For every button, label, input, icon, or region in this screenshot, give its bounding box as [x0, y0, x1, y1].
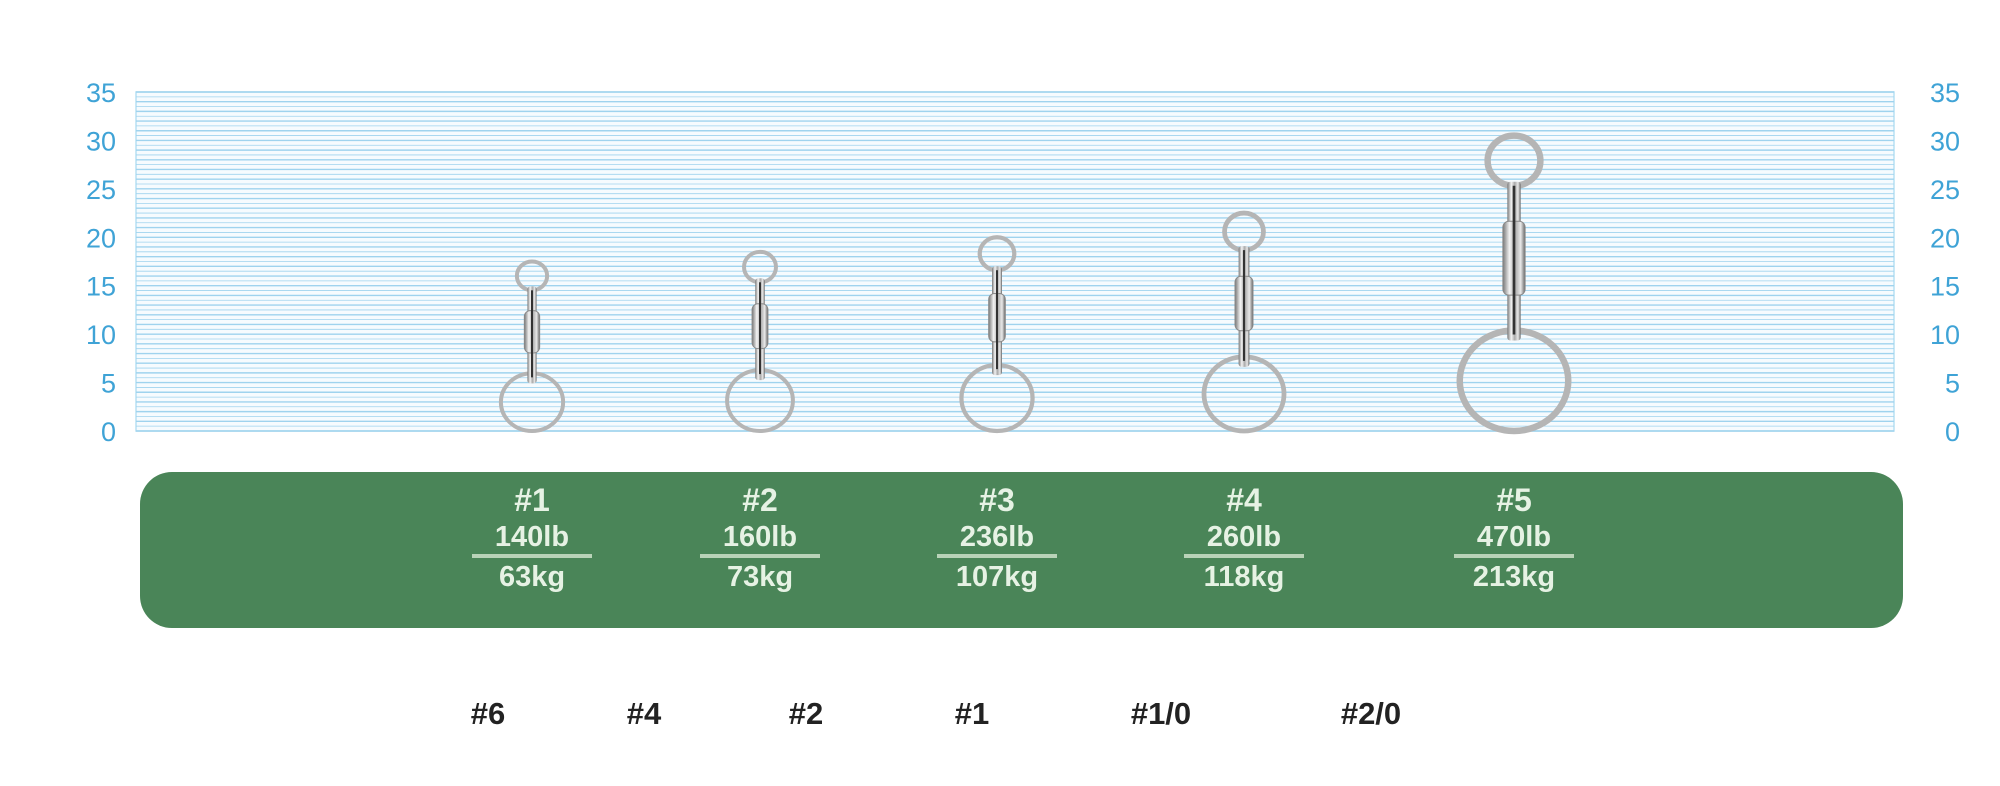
swivel-1 [498, 259, 566, 433]
hook-size-label: #2/0 [1340, 696, 1402, 731]
y-tick-right: 35 [1930, 78, 1960, 108]
y-tick-right: 15 [1930, 272, 1960, 302]
size-label: #3 [979, 482, 1015, 518]
strength-label-4: #4 260lb 118kg [1164, 480, 1324, 596]
pound-rating: 236lb [937, 520, 1057, 558]
y-tick-right: 25 [1930, 175, 1960, 205]
y-tick-right: 5 [1945, 369, 1960, 399]
swivel-2 [725, 249, 795, 433]
pound-rating: 160lb [700, 520, 820, 558]
size-label: #4 [1226, 482, 1262, 518]
pound-rating: 470lb [1454, 520, 1574, 558]
y-tick-left: 10 [86, 320, 116, 350]
kilogram-rating: 63kg [498, 561, 566, 593]
strength-label-2: #2 160lb 73kg [680, 480, 840, 596]
strength-label-5: #5 470lb 213kg [1434, 480, 1594, 596]
swivel-4 [1201, 210, 1287, 434]
hook-size-label: #1/0 [1130, 696, 1192, 731]
kilogram-rating: 213kg [1472, 561, 1556, 593]
y-tick-left: 0 [101, 417, 116, 447]
y-tick-left: 20 [86, 223, 116, 253]
hook-size-label: #6 [470, 696, 506, 731]
size-label: #1 [514, 482, 550, 518]
y-tick-left: 5 [101, 369, 116, 399]
swivel-3 [959, 235, 1035, 434]
pound-rating: 260lb [1184, 520, 1304, 558]
hook-size-label: #1 [954, 696, 990, 731]
pound-rating: 140lb [472, 520, 592, 558]
y-tick-right: 10 [1930, 320, 1960, 350]
size-label: #2 [742, 482, 778, 518]
y-tick-left: 25 [86, 175, 116, 205]
size-label: #5 [1496, 482, 1532, 518]
y-tick-left: 35 [86, 78, 116, 108]
kilogram-rating: 107kg [955, 561, 1039, 593]
kilogram-rating: 118kg [1203, 561, 1285, 593]
y-tick-left: 15 [86, 272, 116, 302]
strength-band: #1 140lb 63kg #2 160lb 73kg #3 236lb 107kg #4 260l… [140, 472, 1903, 628]
hook-size-label: #2 [788, 696, 824, 731]
swivel-size-chart: 0 0 5 5 10 10 15 15 20 20 25 25 30 30 35 35 [86, 78, 1960, 447]
hook-size-label: #4 [626, 696, 662, 731]
y-tick-right: 0 [1945, 417, 1960, 447]
strength-label-1: #1 140lb 63kg [452, 480, 612, 596]
y-tick-left: 30 [86, 126, 116, 156]
y-tick-right: 30 [1930, 126, 1960, 156]
kilogram-rating: 73kg [726, 561, 794, 593]
y-tick-right: 20 [1930, 223, 1960, 253]
strength-label-3: #3 236lb 107kg [917, 480, 1077, 596]
swivel-5 [1456, 132, 1572, 435]
